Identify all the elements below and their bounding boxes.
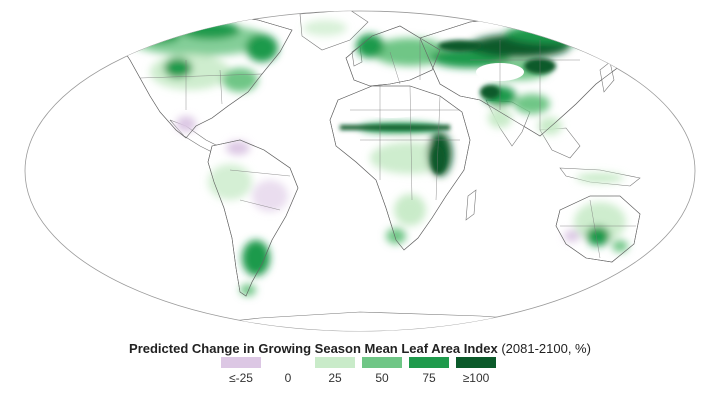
map-title-detail: (2081-2100, %) bbox=[501, 341, 591, 356]
legend-label: 50 bbox=[375, 371, 389, 385]
legend-label: 25 bbox=[328, 371, 342, 385]
legend-swatch bbox=[315, 357, 355, 368]
country-borders bbox=[139, 40, 636, 259]
antarctica bbox=[139, 311, 601, 331]
legend-label: ≥100 bbox=[462, 371, 490, 385]
color-legend: ≤-25 0 25 50 75 ≥100 bbox=[221, 357, 499, 395]
legend-swatch bbox=[456, 357, 496, 368]
madagascar bbox=[465, 189, 477, 221]
map-title-main: Predicted Change in Growing Season Mean … bbox=[129, 341, 498, 356]
legend-swatch bbox=[409, 357, 449, 368]
legend-label: ≤-25 bbox=[229, 371, 253, 385]
world-map bbox=[24, 10, 696, 332]
legend-swatch bbox=[362, 357, 402, 368]
legend-label: 75 bbox=[422, 371, 436, 385]
legend-label: 0 bbox=[284, 371, 292, 385]
japan bbox=[599, 61, 615, 93]
southeast-asia bbox=[539, 127, 581, 159]
new-zealand bbox=[645, 251, 659, 277]
map-title: Predicted Change in Growing Season Mean … bbox=[0, 341, 720, 356]
legend-swatch bbox=[221, 357, 261, 368]
legend-swatch bbox=[268, 357, 308, 368]
